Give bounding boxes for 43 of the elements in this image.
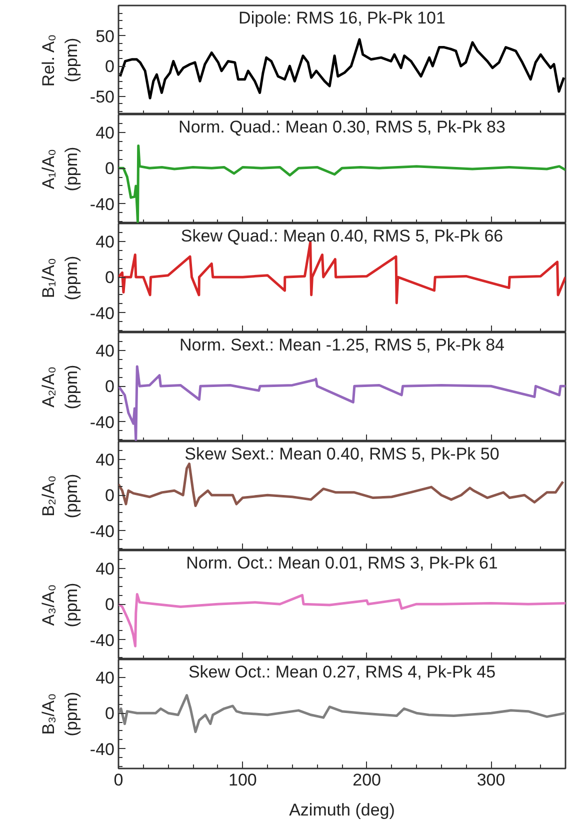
x-tick-label: 200 bbox=[352, 770, 382, 790]
y-axis-title: A₂/A₀ (ppm) bbox=[39, 364, 81, 410]
chart-title: Skew Oct.: Mean 0.27, RMS 4, Pk-Pk 45 bbox=[188, 662, 496, 682]
y-axis-title: B₁/A₀ (ppm) bbox=[39, 256, 81, 300]
y-tick-label: 40 bbox=[96, 232, 115, 252]
y-tick-label: 40 bbox=[96, 668, 115, 688]
line-series bbox=[118, 462, 564, 508]
y-axis-title: A₃/A₀ (ppm) bbox=[39, 582, 81, 628]
y-tick-label: -40 bbox=[90, 630, 115, 650]
y-axis-title: B₂/A₀ (ppm) bbox=[39, 474, 81, 518]
chart-title: Skew Quad.: Mean 0.40, RMS 5, Pk-Pk 66 bbox=[180, 226, 504, 246]
y-tick-label: 0 bbox=[105, 704, 115, 724]
y-tick-label: 0 bbox=[105, 377, 115, 396]
line-series bbox=[118, 38, 566, 100]
chart-title: Norm. Oct.: Mean 0.01, RMS 3, Pk-Pk 61 bbox=[186, 554, 498, 572]
y-tick-label: 40 bbox=[96, 341, 115, 360]
y-tick-label: -40 bbox=[90, 304, 115, 323]
chart-title: Skew Sext.: Mean 0.40, RMS 5, Pk-Pk 50 bbox=[184, 444, 500, 464]
y-tick-label: 50 bbox=[96, 26, 115, 46]
line-series bbox=[118, 694, 566, 734]
y-tick-label: -40 bbox=[90, 740, 115, 759]
chart-title: Norm. Quad.: Mean 0.30, RMS 5, Pk-Pk 83 bbox=[178, 118, 506, 136]
y-tick-label: 0 bbox=[105, 595, 115, 614]
y-axis-title: Rel. A₀ (ppm) bbox=[39, 34, 81, 87]
y-tick-label: 0 bbox=[105, 268, 115, 288]
y-tick-label: -40 bbox=[90, 194, 115, 214]
y-tick-label: 0 bbox=[105, 159, 115, 178]
x-axis-title: Azimuth (deg) bbox=[289, 800, 395, 820]
y-tick-label: -40 bbox=[90, 522, 115, 541]
chart-title: Dipole: RMS 16, Pk-Pk 101 bbox=[238, 8, 446, 28]
y-tick-label: 0 bbox=[105, 486, 115, 506]
x-tick-label: 100 bbox=[228, 770, 257, 790]
y-axis-title: A₁/A₀ (ppm) bbox=[39, 146, 81, 192]
y-tick-label: 40 bbox=[96, 450, 115, 470]
y-tick-label: -50 bbox=[90, 87, 115, 106]
y-tick-label: -40 bbox=[90, 412, 115, 432]
y-tick-label: 40 bbox=[96, 559, 115, 578]
y-axis-title: B₃/A₀ (ppm) bbox=[39, 692, 81, 736]
y-tick-label: 0 bbox=[105, 57, 115, 76]
line-series bbox=[118, 593, 566, 648]
chart-title: Norm. Sext.: Mean -1.25, RMS 5, Pk-Pk 84 bbox=[180, 336, 505, 354]
y-tick-label: 40 bbox=[96, 123, 115, 142]
x-tick-label: 300 bbox=[476, 770, 506, 790]
